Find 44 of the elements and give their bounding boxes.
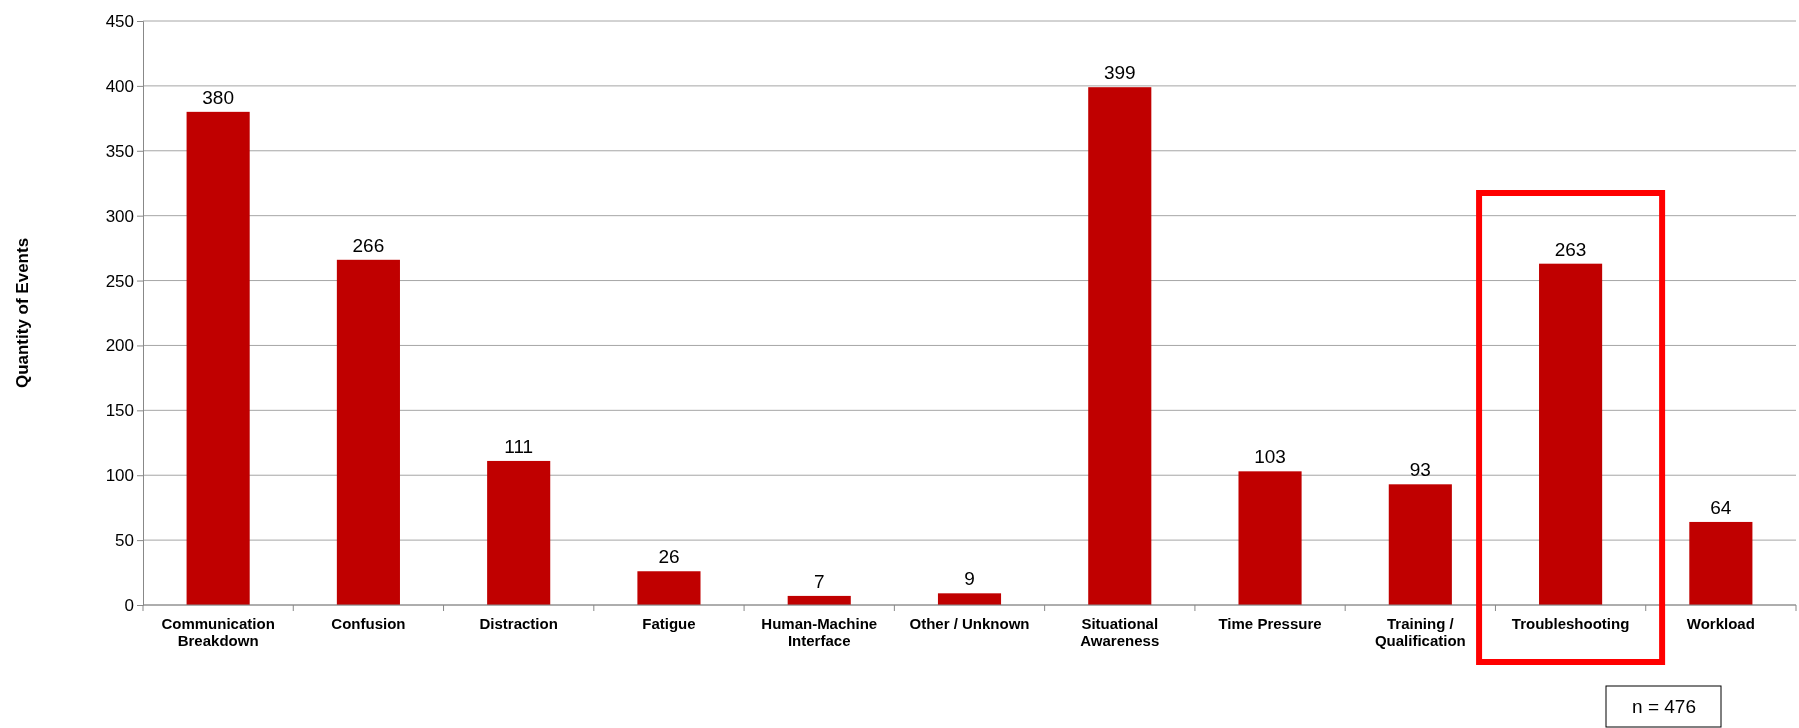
y-tick-label: 50 <box>115 531 134 551</box>
y-tick-label: 400 <box>105 76 134 96</box>
y-tick-label: 200 <box>105 336 134 356</box>
data-label: 26 <box>658 546 680 568</box>
bar <box>1238 471 1302 605</box>
bar <box>1388 484 1452 605</box>
x-tick-label: Confusion <box>331 615 406 632</box>
data-label: 9 <box>964 568 975 590</box>
x-tick-label: Time Pressure <box>1218 615 1322 632</box>
x-tick-label: Fatigue <box>642 615 696 632</box>
data-label: 399 <box>1103 62 1136 84</box>
x-tick-label: Distraction <box>479 615 558 632</box>
bar <box>1689 521 1753 605</box>
y-tick-label: 350 <box>105 141 134 161</box>
data-label: 380 <box>202 86 234 108</box>
data-label: 111 <box>504 435 534 457</box>
bar <box>937 593 1002 605</box>
x-tick-label: Workload <box>1686 615 1755 632</box>
data-label: 64 <box>1710 496 1732 518</box>
x-tick-label: Situational Awareness <box>1080 615 1160 649</box>
bar <box>637 571 701 605</box>
x-tick-label: Training / Qualification <box>1374 615 1466 649</box>
y-tick-label: 250 <box>105 271 134 291</box>
y-tick-label: 450 <box>105 11 134 31</box>
data-label: 103 <box>1254 446 1286 468</box>
bar <box>336 259 400 605</box>
x-tick-label: Human-Machine Interface <box>761 615 878 649</box>
x-tick-label: Other / Unknown <box>909 615 1030 632</box>
y-tick-label: 0 <box>124 595 134 615</box>
data-label: 263 <box>1554 238 1587 260</box>
data-label: 93 <box>1409 459 1431 481</box>
bar <box>1088 87 1152 605</box>
y-axis-title: Quantity of Events <box>13 237 32 389</box>
data-label: 7 <box>813 570 825 592</box>
y-tick-label: 300 <box>105 206 134 226</box>
text: n = 476 <box>1632 696 1696 717</box>
x-tick-label: Troubleshooting <box>1511 615 1630 632</box>
y-tick-label: 150 <box>105 401 134 421</box>
bar <box>487 460 551 605</box>
data-label: 266 <box>352 234 385 256</box>
bar <box>1539 263 1603 605</box>
x-tick-label: Communication Breakdown <box>161 615 275 649</box>
bar <box>186 111 250 605</box>
y-tick-label: 100 <box>105 466 134 486</box>
